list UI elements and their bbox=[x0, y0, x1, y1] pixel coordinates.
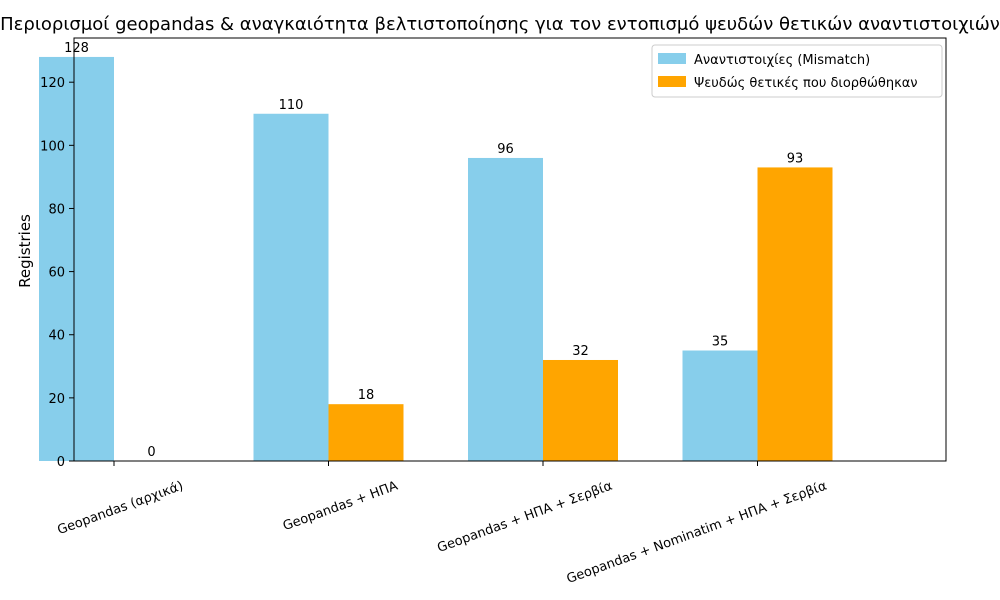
y-tick-label: 120 bbox=[40, 76, 65, 91]
chart-title: Περιορισμοί geopandas & αναγκαιότητα βελ… bbox=[0, 14, 1000, 35]
bar-1-2 bbox=[253, 113, 329, 461]
y-tick-label: 20 bbox=[48, 392, 65, 407]
bar-value-label: 110 bbox=[279, 98, 304, 113]
bar-value-label: 128 bbox=[64, 41, 89, 56]
bar-value-label: 35 bbox=[712, 335, 729, 350]
bar-value-label: 96 bbox=[497, 142, 514, 157]
x-tick-label: Geopandas + ΗΠΑ bbox=[281, 479, 400, 535]
y-axis-label: Registries bbox=[16, 214, 34, 288]
plot-frame bbox=[73, 37, 947, 462]
bar-1-4 bbox=[682, 350, 758, 461]
y-tick-label: 100 bbox=[40, 139, 65, 154]
y-tick-label: 80 bbox=[48, 202, 65, 217]
bar-value-label: 0 bbox=[147, 445, 155, 460]
bar-value-label: 18 bbox=[358, 388, 375, 403]
x-tick-label: Geopandas (αρχικά) bbox=[56, 479, 186, 538]
y-tick-label: 60 bbox=[48, 266, 65, 281]
bar-2-4 bbox=[757, 167, 833, 462]
legend-label: Αναντιστοιχίες (Mismatch) bbox=[694, 53, 870, 68]
legend-label: Ψευδώς θετικές που διορθώθηκαν bbox=[694, 76, 918, 91]
legend: Αναντιστοιχίες (Mismatch) Ψευδώς θετικές … bbox=[651, 44, 943, 98]
bar-2-3 bbox=[543, 359, 618, 461]
x-tick-label: Geopandas + ΗΠΑ + Σερβία bbox=[435, 479, 614, 556]
bar-2-2 bbox=[328, 404, 404, 461]
legend-box bbox=[651, 44, 943, 98]
legend-swatch bbox=[658, 76, 686, 87]
y-tick-label: 40 bbox=[48, 329, 65, 344]
bar-value-label: 32 bbox=[572, 344, 589, 359]
y-tick-label: 0 bbox=[57, 455, 65, 470]
legend-swatch bbox=[658, 53, 686, 64]
bar-1-3 bbox=[468, 157, 543, 461]
bars-layer: 128 110 96 35 0 18 32 93 bbox=[39, 41, 833, 462]
bar-value-label: 93 bbox=[787, 151, 804, 166]
bar-1-1 bbox=[39, 56, 114, 461]
